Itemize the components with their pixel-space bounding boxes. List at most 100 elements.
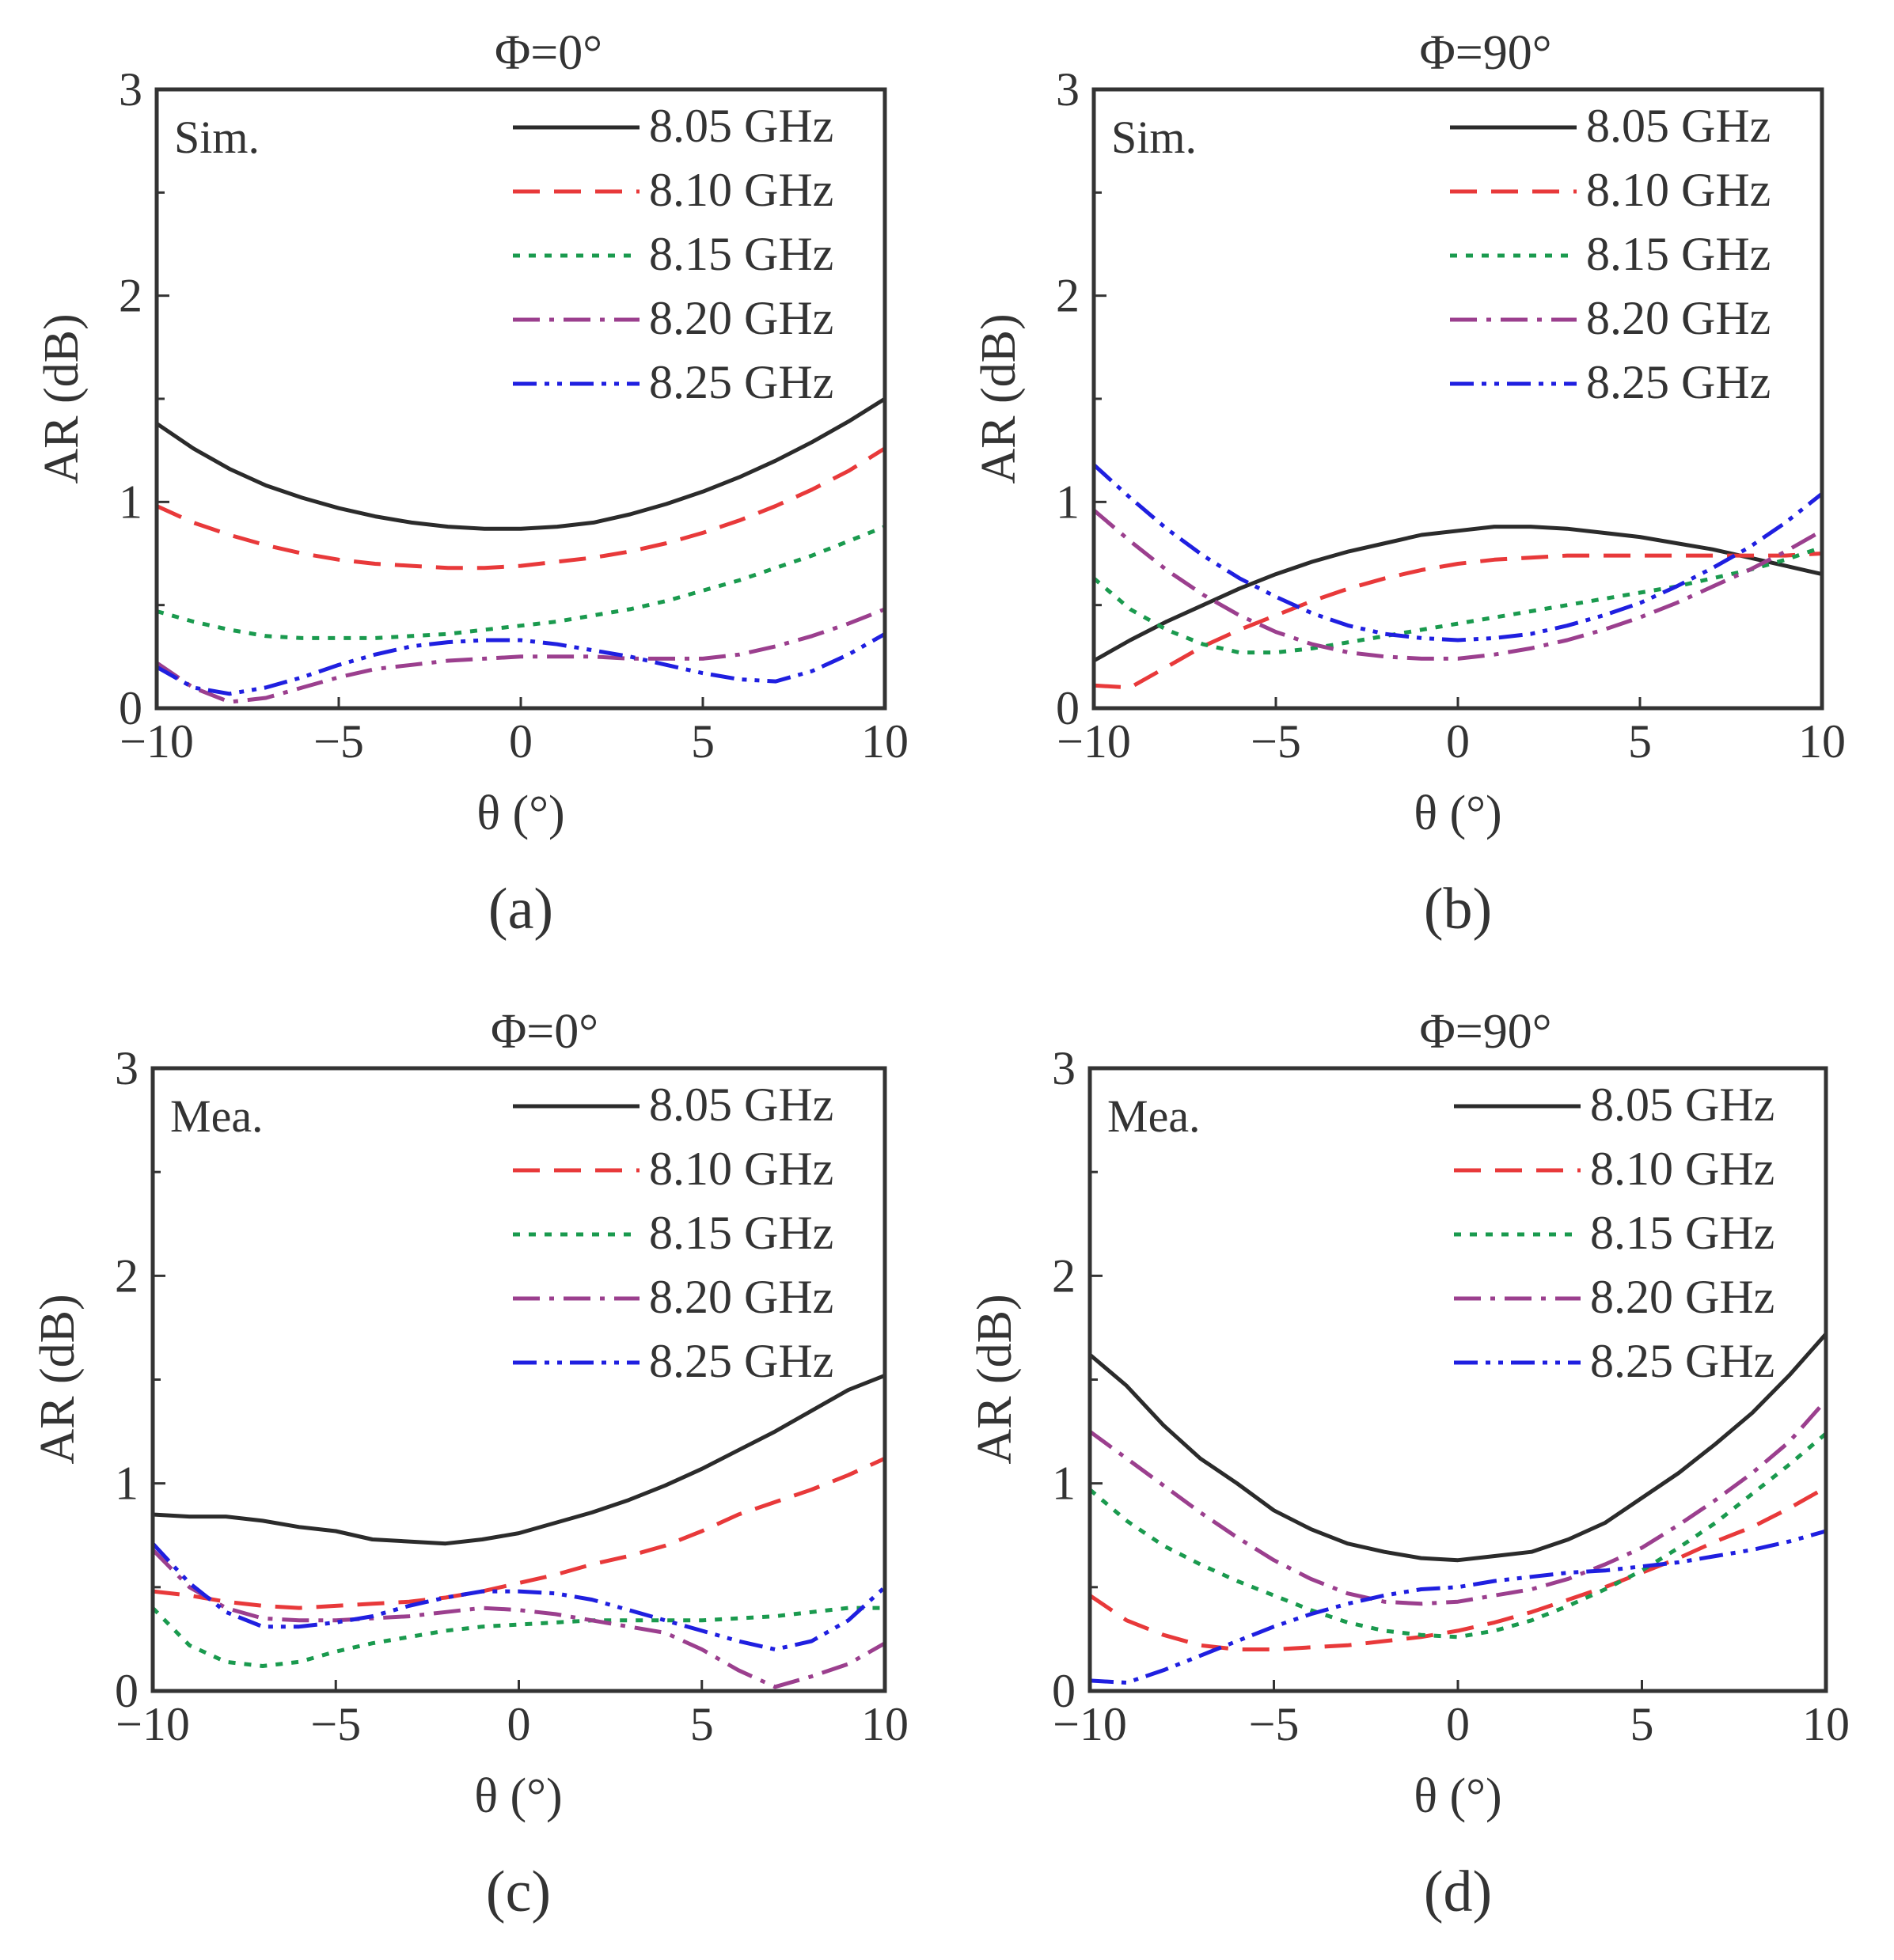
x-tick-label: 0 <box>1446 715 1470 768</box>
x-tick-label: 0 <box>507 1698 531 1750</box>
series-line-8.05-ghz <box>1092 525 1823 663</box>
legend-label: 8.20 GHz <box>1590 1271 1774 1323</box>
x-tick-label: 10 <box>861 715 909 768</box>
series-line-8.15-ghz <box>156 525 886 640</box>
y-tick-label: 1 <box>115 1458 139 1510</box>
panel-d: Φ=90° −10 −5 0 5 10 0 1 2 3 Mea. 8.05 GHz 8.10 GH… <box>968 1005 1850 1924</box>
series-line-8.10-ghz <box>1088 1485 1828 1651</box>
x-tick-label: −10 <box>120 715 194 768</box>
series-line-8.15-ghz <box>1092 545 1823 655</box>
panel-caption: (c) <box>486 1860 551 1924</box>
panel-c: Φ=0° −10 −5 0 5 10 0 1 2 3 Mea. 8.05 GHz 8.10 GHz… <box>31 1005 909 1924</box>
panel-caption: (b) <box>1424 877 1492 942</box>
legend-label: 8.05 GHz <box>649 1079 833 1131</box>
panel-title: Φ=0° <box>495 26 602 80</box>
panel-a: Φ=0° −10 −5 0 5 10 0 1 2 3 Sim. 8.05 GHz 8.10 GHz… <box>35 26 909 942</box>
panel-tag: Sim. <box>1111 112 1197 163</box>
legend-label: 8.15 GHz <box>1586 228 1771 280</box>
x-tick-label: 0 <box>1446 1698 1470 1750</box>
legend-label: 8.25 GHz <box>1590 1335 1774 1387</box>
series-line-8.10-ghz <box>152 1456 886 1610</box>
axes-frame <box>150 1066 887 1693</box>
axes-frame <box>1087 1066 1828 1693</box>
legend-label: 8.15 GHz <box>649 1207 833 1259</box>
x-axis-label: θ (°) <box>476 787 564 840</box>
plot-lines <box>155 396 886 704</box>
legend: 8.05 GHz 8.10 GHz 8.15 GHz 8.20 GHz 8.25 GHz <box>513 1079 833 1387</box>
y-tick-label: 3 <box>119 63 142 116</box>
legend-label: 8.20 GHz <box>649 292 833 344</box>
gridlines: −10 −5 0 5 10 0 1 2 3 <box>1052 1042 1850 1750</box>
x-tick-label: 10 <box>1802 1698 1850 1750</box>
y-tick-label: 1 <box>119 476 142 528</box>
y-tick-label: 0 <box>1056 682 1080 734</box>
legend-label: 8.10 GHz <box>649 1143 833 1195</box>
legend-label: 8.10 GHz <box>1590 1143 1774 1195</box>
legend-label: 8.25 GHz <box>649 356 833 408</box>
series-line-8.25-ghz <box>1092 463 1824 643</box>
series-line-8.20-ghz <box>1088 1399 1828 1606</box>
y-tick-label: 0 <box>119 682 142 734</box>
legend-label: 8.05 GHz <box>1590 1079 1774 1131</box>
series-line-8.25-ghz <box>155 632 886 696</box>
x-axis-label: θ (°) <box>1414 787 1501 840</box>
panel-tag: Mea. <box>1107 1090 1201 1142</box>
x-tick-label: −10 <box>1057 715 1131 768</box>
panel-title: Φ=90° <box>1419 26 1551 80</box>
panel-caption: (a) <box>488 877 553 942</box>
panel-tag: Sim. <box>174 112 260 163</box>
legend: 8.05 GHz 8.10 GHz 8.15 GHz 8.20 GHz 8.25 GHz <box>1454 1079 1774 1387</box>
legend-label: 8.15 GHz <box>1590 1207 1774 1259</box>
y-tick-label: 0 <box>1052 1665 1076 1717</box>
x-tick-label: 5 <box>1628 715 1652 768</box>
legend-label: 8.20 GHz <box>1586 292 1771 344</box>
series-line-8.10-ghz <box>1093 552 1823 690</box>
legend-label: 8.10 GHz <box>1586 164 1771 216</box>
y-tick-label: 2 <box>1052 1249 1076 1302</box>
series-line-8.25-ghz <box>1089 1529 1827 1685</box>
y-tick-label: 3 <box>1056 63 1080 116</box>
series-line-8.20-ghz <box>1092 508 1824 661</box>
x-tick-label: 10 <box>1798 715 1846 768</box>
series-line-8.20-ghz <box>151 1548 886 1689</box>
legend-label: 8.20 GHz <box>649 1271 833 1323</box>
x-tick-label: −10 <box>116 1698 190 1750</box>
series-line-8.05-ghz <box>155 396 886 531</box>
x-tick-label: 5 <box>1630 1698 1654 1750</box>
legend: 8.05 GHz 8.10 GHz 8.15 GHz 8.20 GHz 8.25 GHz <box>1450 100 1771 408</box>
y-tick-label: 1 <box>1056 476 1080 528</box>
gridlines: −10 −5 0 5 10 0 1 2 3 <box>119 63 909 768</box>
series-line-8.10-ghz <box>155 446 886 571</box>
y-tick-label: 3 <box>115 1042 139 1094</box>
x-tick-label: 5 <box>691 715 715 768</box>
x-tick-label: −5 <box>313 715 364 768</box>
x-tick-label: 0 <box>509 715 533 768</box>
y-tick-label: 0 <box>115 1665 139 1717</box>
legend-label: 8.25 GHz <box>1586 356 1771 408</box>
series-line-8.25-ghz <box>151 1541 886 1651</box>
gridlines: −10 −5 0 5 10 0 1 2 3 <box>1056 63 1846 768</box>
panel-title: Φ=90° <box>1419 1005 1551 1059</box>
legend: 8.05 GHz 8.10 GHz 8.15 GHz 8.20 GHz 8.25 GHz <box>513 100 833 408</box>
x-tick-label: −5 <box>1251 715 1301 768</box>
plot-lines <box>151 1373 886 1689</box>
x-tick-label: 5 <box>690 1698 714 1750</box>
legend-label: 8.05 GHz <box>649 100 833 152</box>
axes-frame <box>1091 87 1824 711</box>
y-axis-label: AR (dB) <box>972 313 1026 483</box>
y-tick-label: 2 <box>119 270 142 322</box>
y-tick-label: 2 <box>115 1249 139 1302</box>
plot-lines <box>1092 463 1824 690</box>
x-tick-label: −10 <box>1053 1698 1127 1750</box>
series-line-8.05-ghz <box>1088 1333 1828 1563</box>
series-line-8.15-ghz <box>1088 1431 1828 1640</box>
series-line-8.05-ghz <box>152 1373 886 1546</box>
legend-label: 8.15 GHz <box>649 228 833 280</box>
x-tick-label: −5 <box>1249 1698 1300 1750</box>
series-line-8.15-ghz <box>151 1606 885 1668</box>
x-tick-label: −5 <box>310 1698 361 1750</box>
y-axis-label: AR (dB) <box>35 313 89 483</box>
legend-label: 8.05 GHz <box>1586 100 1771 152</box>
panel-title: Φ=0° <box>491 1005 598 1059</box>
